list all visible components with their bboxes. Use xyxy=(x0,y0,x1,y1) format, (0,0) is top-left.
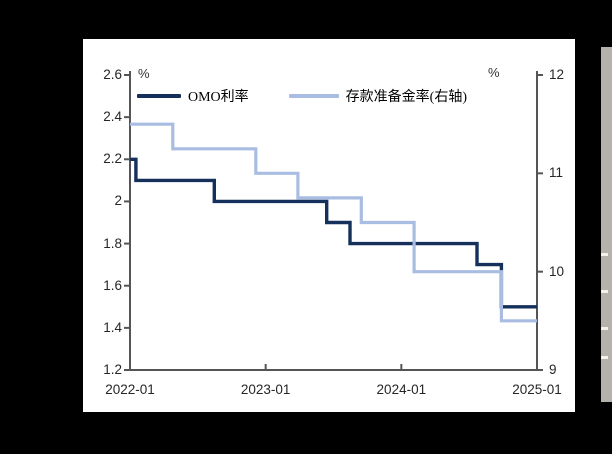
legend-line-swatch-omo xyxy=(137,94,181,98)
series-line-rrr xyxy=(130,122,537,323)
adjacent-panel-tick xyxy=(601,327,608,330)
adjacent-panel-tick xyxy=(601,356,608,359)
adjacent-panel-tick xyxy=(601,290,608,293)
legend-item-rrr: 存款准备金率(右轴) xyxy=(288,86,467,106)
legend-label-omo: OMO利率 xyxy=(188,90,249,105)
legend-label-rrr: 存款准备金率(右轴) xyxy=(345,90,467,105)
legend-line-swatch-rrr xyxy=(288,94,339,98)
legend-item-omo: OMO利率 xyxy=(137,86,249,106)
adjacent-panel-edge-strip xyxy=(601,47,612,402)
legend: OMO利率 存款准备金率(右轴) xyxy=(137,86,467,106)
series-line-omo xyxy=(130,157,537,309)
adjacent-panel-tick xyxy=(601,253,608,256)
chart-panel: OMO利率 存款准备金率(右轴) xyxy=(83,39,575,412)
